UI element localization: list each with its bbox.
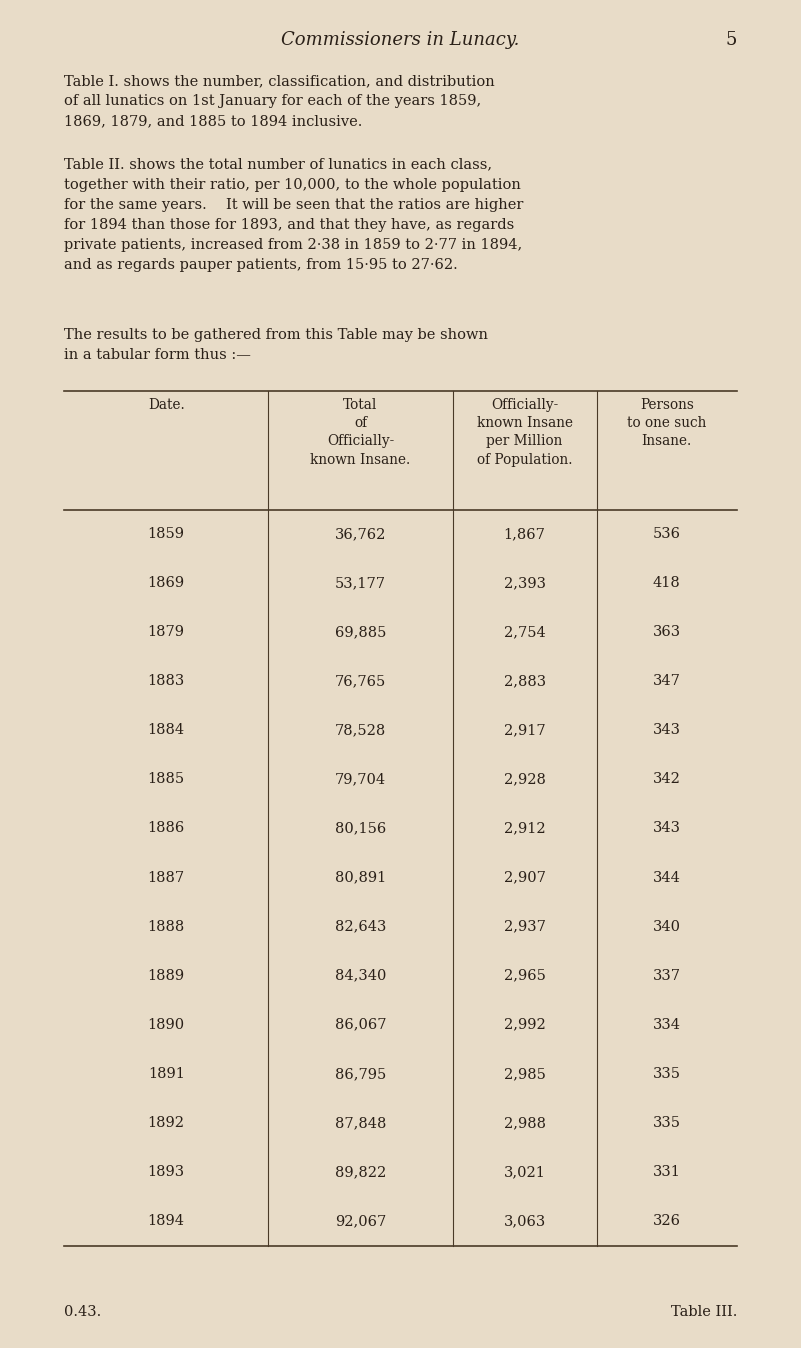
Text: 342: 342 <box>653 772 681 786</box>
Text: 82,643: 82,643 <box>335 919 386 934</box>
Text: 2,907: 2,907 <box>504 871 545 884</box>
Text: 347: 347 <box>653 674 681 689</box>
Text: Total
of
Officially-
known Insane.: Total of Officially- known Insane. <box>310 398 411 466</box>
Text: 2,937: 2,937 <box>504 919 545 934</box>
Text: 331: 331 <box>653 1165 681 1180</box>
Text: 1859: 1859 <box>147 527 185 541</box>
Text: 343: 343 <box>653 724 681 737</box>
Text: 69,885: 69,885 <box>335 625 386 639</box>
Text: 92,067: 92,067 <box>335 1215 386 1228</box>
Text: 2,754: 2,754 <box>504 625 545 639</box>
Text: 2,965: 2,965 <box>504 969 545 983</box>
Text: 36,762: 36,762 <box>335 527 386 541</box>
Text: 53,177: 53,177 <box>335 576 386 590</box>
Text: 1884: 1884 <box>147 724 185 737</box>
Text: 80,891: 80,891 <box>335 871 386 884</box>
Text: Table I. shows the number, classification, and distribution
of all lunatics on 1: Table I. shows the number, classificatio… <box>64 74 495 128</box>
Text: 80,156: 80,156 <box>335 821 386 836</box>
Text: 2,917: 2,917 <box>504 724 545 737</box>
Text: Officially-
known Insane
per Million
of Population.: Officially- known Insane per Million of … <box>477 398 573 466</box>
Text: 1885: 1885 <box>147 772 185 786</box>
Text: 1890: 1890 <box>147 1018 185 1031</box>
Text: 343: 343 <box>653 821 681 836</box>
Text: 1888: 1888 <box>147 919 185 934</box>
Text: 3,063: 3,063 <box>504 1215 545 1228</box>
Text: 337: 337 <box>653 969 681 983</box>
Text: Table III.: Table III. <box>670 1305 737 1318</box>
Text: Date.: Date. <box>148 398 184 411</box>
Text: 3,021: 3,021 <box>504 1165 545 1180</box>
Text: The results to be gathered from this Table may be shown
in a tabular form thus :: The results to be gathered from this Tab… <box>64 328 488 361</box>
Text: 326: 326 <box>653 1215 681 1228</box>
Text: 363: 363 <box>653 625 681 639</box>
Text: 334: 334 <box>653 1018 681 1031</box>
Text: 1894: 1894 <box>147 1215 185 1228</box>
Text: 78,528: 78,528 <box>335 724 386 737</box>
Text: Persons
to one such
Insane.: Persons to one such Insane. <box>627 398 706 449</box>
Text: 79,704: 79,704 <box>335 772 386 786</box>
Text: 1891: 1891 <box>147 1066 185 1081</box>
Text: 2,912: 2,912 <box>504 821 545 836</box>
Text: 2,393: 2,393 <box>504 576 545 590</box>
Text: 76,765: 76,765 <box>335 674 386 689</box>
Text: 87,848: 87,848 <box>335 1116 386 1130</box>
Text: 5: 5 <box>726 31 737 49</box>
Text: 340: 340 <box>653 919 681 934</box>
Text: 2,985: 2,985 <box>504 1066 545 1081</box>
Text: 1892: 1892 <box>147 1116 185 1130</box>
Text: 1889: 1889 <box>147 969 185 983</box>
Text: 418: 418 <box>653 576 681 590</box>
Text: 1869: 1869 <box>147 576 185 590</box>
Text: 536: 536 <box>653 527 681 541</box>
Text: 86,795: 86,795 <box>335 1066 386 1081</box>
Text: 1886: 1886 <box>147 821 185 836</box>
Text: 1883: 1883 <box>147 674 185 689</box>
Text: 89,822: 89,822 <box>335 1165 386 1180</box>
Text: 84,340: 84,340 <box>335 969 386 983</box>
Text: 335: 335 <box>653 1116 681 1130</box>
Text: 0.43.: 0.43. <box>64 1305 102 1318</box>
Text: 1879: 1879 <box>147 625 185 639</box>
Text: 2,988: 2,988 <box>504 1116 545 1130</box>
Text: 1887: 1887 <box>147 871 185 884</box>
Text: Table II. shows the total number of lunatics in each class,
together with their : Table II. shows the total number of luna… <box>64 158 524 272</box>
Text: 2,992: 2,992 <box>504 1018 545 1031</box>
Text: 335: 335 <box>653 1066 681 1081</box>
Text: 344: 344 <box>653 871 681 884</box>
Text: 1,867: 1,867 <box>504 527 545 541</box>
Text: 2,928: 2,928 <box>504 772 545 786</box>
Text: 2,883: 2,883 <box>504 674 545 689</box>
Text: Commissioners in Lunacy.: Commissioners in Lunacy. <box>281 31 520 49</box>
Text: 1893: 1893 <box>147 1165 185 1180</box>
Text: 86,067: 86,067 <box>335 1018 386 1031</box>
